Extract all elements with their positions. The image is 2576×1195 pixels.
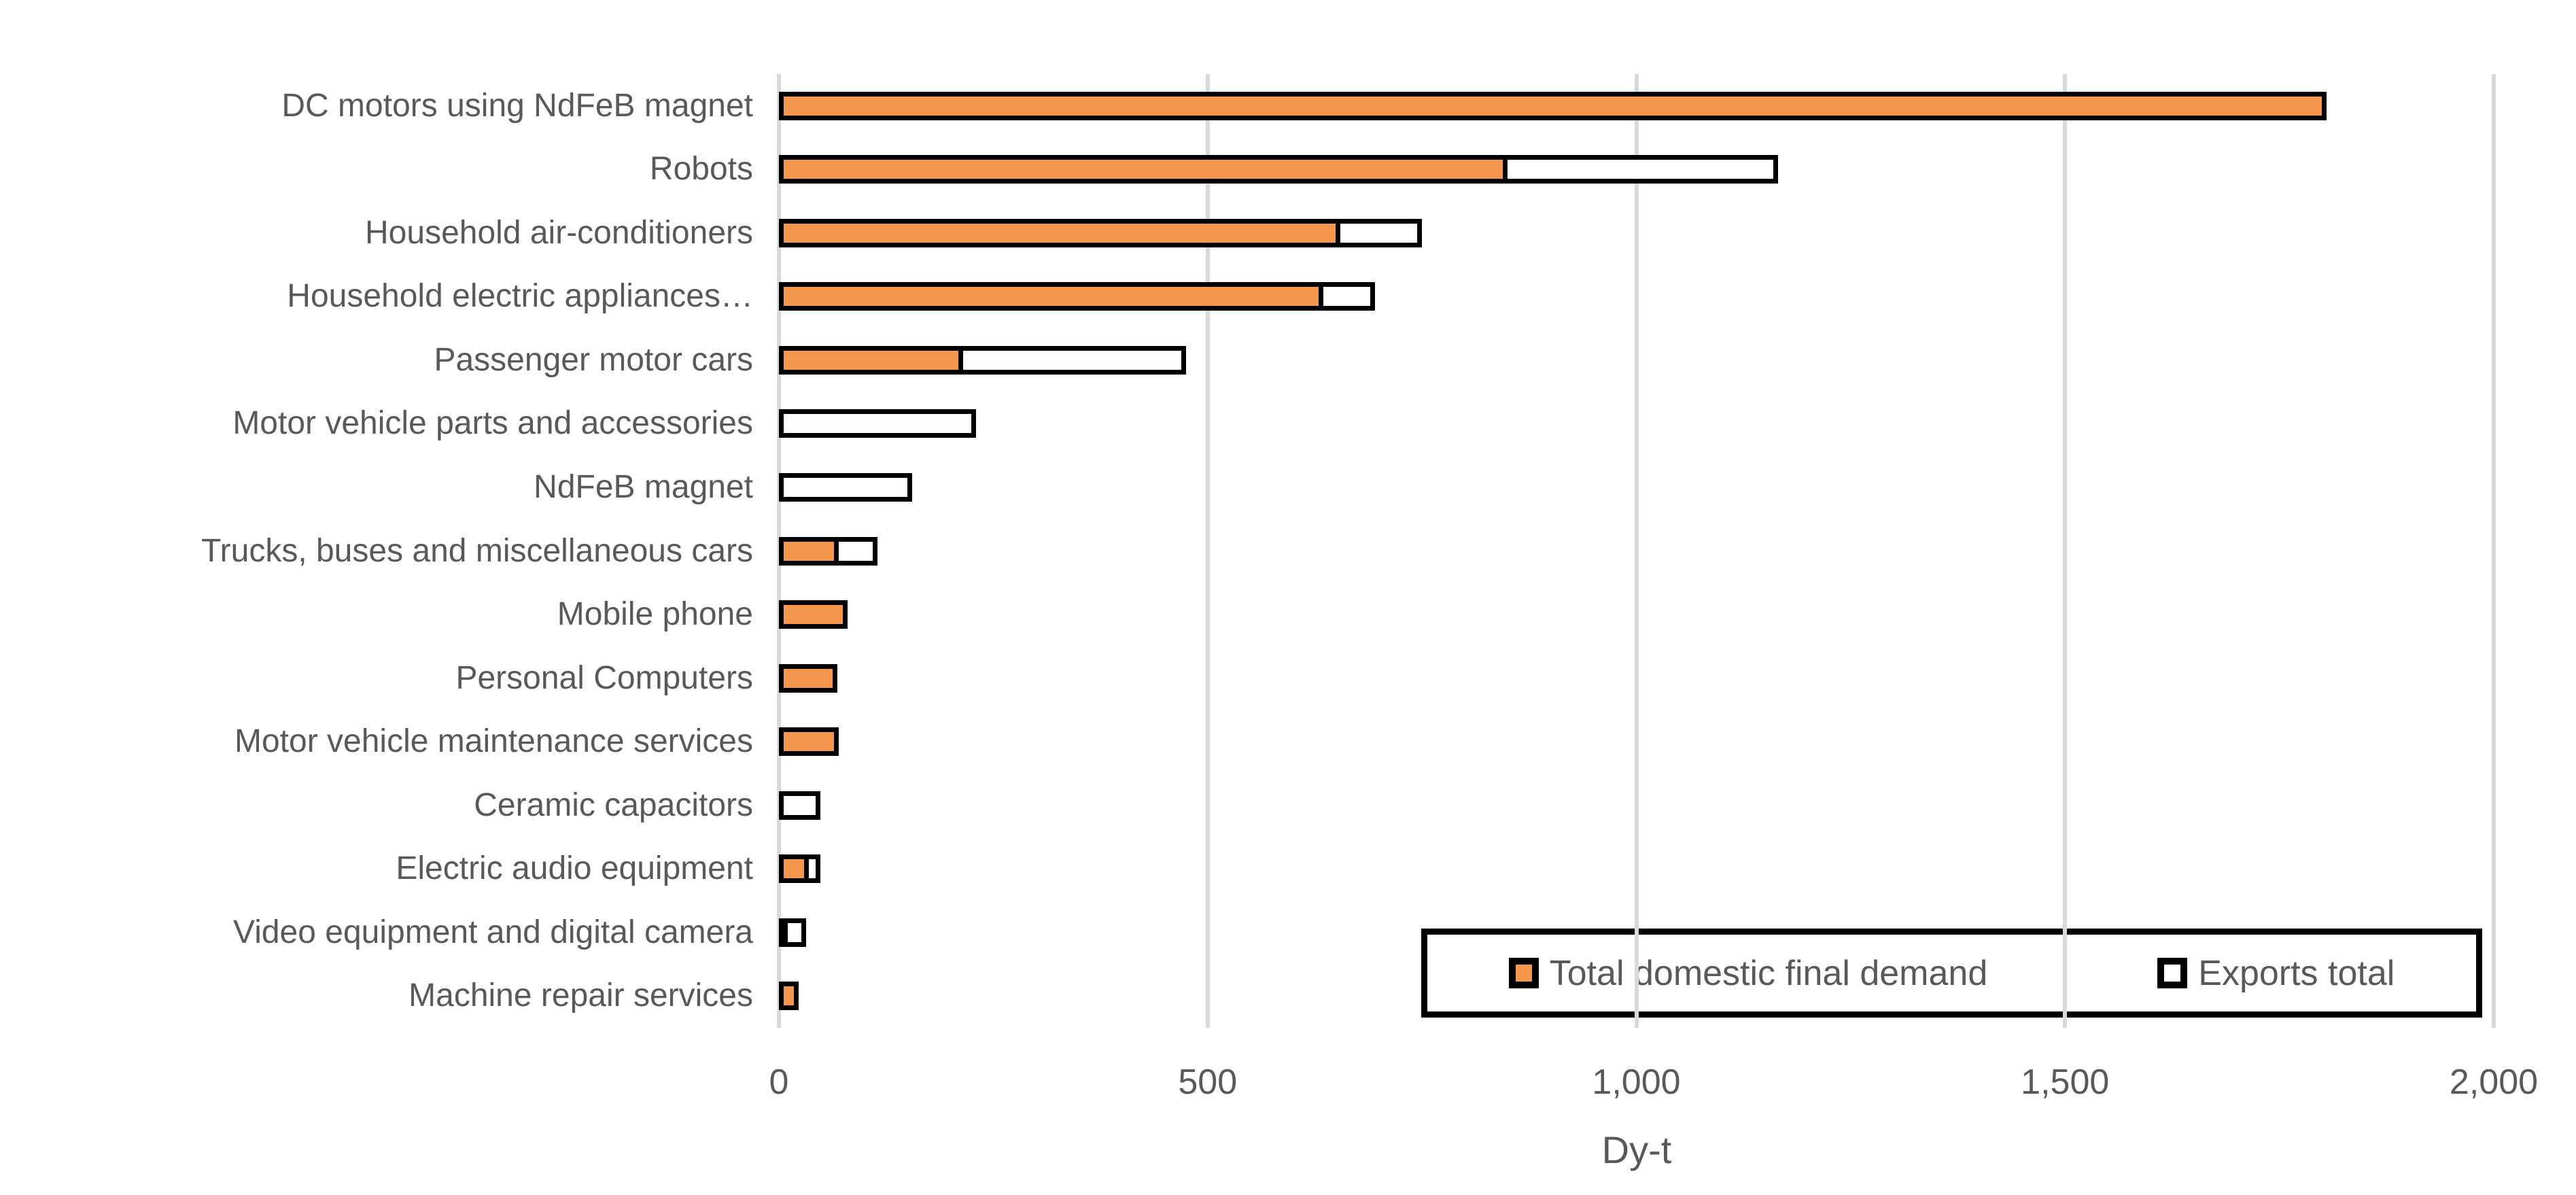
legend-swatch-exports <box>2157 958 2188 988</box>
category-label: Personal Computers <box>455 659 753 696</box>
category-label: Trucks, buses and miscellaneous cars <box>201 532 753 569</box>
bar-segment-domestic <box>779 282 1324 311</box>
x-axis-title: Dy-t <box>1601 1128 1672 1171</box>
bar-segment-exports <box>1336 218 1423 247</box>
bar-segment-domestic <box>779 218 1341 247</box>
legend-label-domestic: Total domestic final demand <box>1549 953 1988 993</box>
bar-segment-domestic <box>779 600 848 629</box>
bar-segment-exports <box>779 409 977 438</box>
category-label: Electric audio equipment <box>396 850 753 887</box>
category-label: Machine repair services <box>408 977 753 1014</box>
category-label: Passenger motor cars <box>434 341 753 378</box>
bar-segment-domestic <box>779 345 964 375</box>
x-tick-label-1000: 1,000 <box>1592 1062 1681 1102</box>
bar-segment-domestic <box>779 663 837 693</box>
legend: Total domestic final demand Exports tota… <box>1421 929 2482 1018</box>
gridline-500 <box>1205 74 1210 1028</box>
x-tick-label-2000: 2,000 <box>2449 1062 2539 1102</box>
category-label: Mobile phone <box>557 596 753 633</box>
bar-segment-exports <box>779 791 820 820</box>
category-label: DC motors using NdFeB magnet <box>281 87 753 124</box>
bar-segment-domestic <box>779 982 799 1011</box>
legend-label-exports: Exports total <box>2198 953 2395 993</box>
x-tick-label-0: 0 <box>769 1062 789 1102</box>
bar-segment-domestic <box>779 155 1508 184</box>
category-label: Ceramic capacitors <box>474 786 753 823</box>
gridline-2000 <box>2492 74 2496 1028</box>
bar-segment-exports <box>782 918 807 947</box>
bar-segment-exports <box>1503 155 1778 184</box>
category-label: Motor vehicle parts and accessories <box>232 405 753 442</box>
bar-segment-exports <box>779 472 912 502</box>
category-label: Household air-conditioners <box>365 214 753 251</box>
gridline-1500 <box>2063 74 2068 1028</box>
legend-item-domestic: Total domestic final demand <box>1508 953 1988 994</box>
x-tick-label-1500: 1,500 <box>2021 1062 2110 1102</box>
legend-item-exports: Exports total <box>2157 953 2395 994</box>
category-label: NdFeB magnet <box>534 468 753 505</box>
bar-segment-domestic <box>779 727 839 757</box>
category-label: Motor vehicle maintenance services <box>234 723 753 760</box>
category-label: Household electric appliances… <box>287 278 753 315</box>
x-tick-label-500: 500 <box>1178 1062 1238 1102</box>
bar-segment-exports <box>804 854 820 884</box>
legend-swatch-domestic <box>1508 958 1539 988</box>
bar-segment-exports <box>1319 282 1375 311</box>
gridline-1000 <box>1634 74 1639 1028</box>
category-label: Video equipment and digital camera <box>233 914 753 950</box>
bar-segment-domestic <box>779 91 2327 120</box>
bar-segment-exports <box>958 345 1187 375</box>
bar-segment-exports <box>834 536 878 566</box>
bar-segment-domestic <box>779 536 839 566</box>
category-label: Robots <box>649 151 753 188</box>
